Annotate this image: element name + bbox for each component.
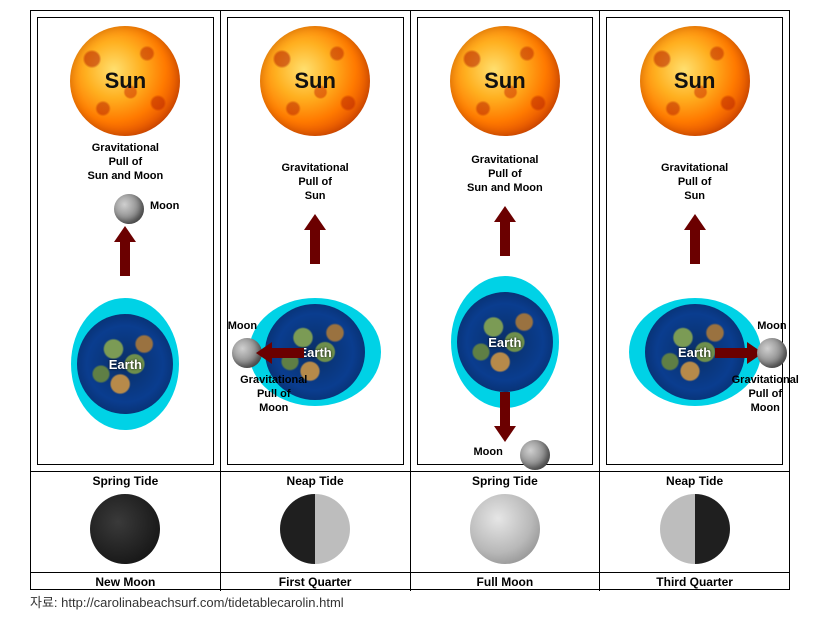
panel-inner: Sun GravitationalPull ofSun and Moon Moo… <box>37 17 214 465</box>
sun-label: Sun <box>294 68 336 94</box>
gravitational-pull-label: GravitationalPull ofSun <box>630 162 760 203</box>
moon-phase-third-quarter-icon <box>660 494 730 564</box>
moon-icon <box>757 338 787 368</box>
sun-label: Sun <box>105 68 147 94</box>
gravitational-pull-label: GravitationalPull ofSun and Moon <box>440 154 570 195</box>
sun-label: Sun <box>484 68 526 94</box>
arrow-up-icon <box>500 220 510 256</box>
moon-label: Moon <box>474 446 503 458</box>
source-prefix: 자료: <box>30 595 61 610</box>
gravitational-pull-label: GravitationalPull ofSun and Moon <box>60 142 190 183</box>
arrow-down-icon <box>500 392 510 428</box>
gravitational-pull-moon-label: GravitationalPull ofMoon <box>717 374 813 415</box>
tide-label: Spring Tide <box>31 474 220 488</box>
panel-full-moon: Sun GravitationalPull ofSun and Moon Ear… <box>411 11 601 471</box>
arrow-right-icon <box>715 348 749 358</box>
earth-label: Earth <box>109 357 142 372</box>
panel-third-quarter: Sun GravitationalPull ofSun Earth Moon G… <box>600 11 789 471</box>
sun-icon: Sun <box>70 26 180 136</box>
bottom-row: Spring Tide New Moon Neap Tide First Qua… <box>31 471 789 591</box>
panel-inner: Sun GravitationalPull ofSun Earth Moon G… <box>227 17 404 465</box>
sun-icon: Sun <box>640 26 750 136</box>
moon-phase-full-icon <box>470 494 540 564</box>
sun-icon: Sun <box>260 26 370 136</box>
moon-label: Moon <box>150 200 179 212</box>
arrow-up-icon <box>310 228 320 264</box>
phase-label: Full Moon <box>411 572 600 589</box>
sun-icon: Sun <box>450 26 560 136</box>
moon-phase-new-icon <box>90 494 160 564</box>
moon-phase-first-quarter-icon <box>280 494 350 564</box>
phase-cell-first-quarter: Neap Tide First Quarter <box>221 472 411 591</box>
phase-label: New Moon <box>31 572 220 589</box>
phase-cell-new-moon: Spring Tide New Moon <box>31 472 221 591</box>
arrow-up-icon <box>120 240 130 276</box>
moon-label: Moon <box>757 320 786 332</box>
gravitational-pull-moon-label: GravitationalPull ofMoon <box>226 374 322 415</box>
phase-label: Third Quarter <box>600 572 789 589</box>
source-url: http://carolinabeachsurf.com/tidetableca… <box>61 595 344 610</box>
panel-new-moon: Sun GravitationalPull ofSun and Moon Moo… <box>31 11 221 471</box>
phase-label: First Quarter <box>221 572 410 589</box>
gravitational-pull-label: GravitationalPull ofSun <box>250 162 380 203</box>
earth-label: Earth <box>488 335 521 350</box>
tide-diagram: Sun GravitationalPull ofSun and Moon Moo… <box>30 10 790 590</box>
sun-label: Sun <box>674 68 716 94</box>
top-row: Sun GravitationalPull ofSun and Moon Moo… <box>31 11 789 471</box>
tide-label: Neap Tide <box>600 474 789 488</box>
tide-label: Spring Tide <box>411 474 600 488</box>
arrow-left-icon <box>270 348 304 358</box>
earth-label: Earth <box>678 345 711 360</box>
earth-water-vertical: Earth <box>71 298 179 430</box>
phase-cell-third-quarter: Neap Tide Third Quarter <box>600 472 789 591</box>
phase-cell-full-moon: Spring Tide Full Moon <box>411 472 601 591</box>
panel-first-quarter: Sun GravitationalPull ofSun Earth Moon G… <box>221 11 411 471</box>
panel-inner: Sun GravitationalPull ofSun and Moon Ear… <box>417 17 594 465</box>
earth-water-vertical: Earth <box>451 276 559 408</box>
moon-label: Moon <box>228 320 257 332</box>
source-line: 자료: http://carolinabeachsurf.com/tidetab… <box>30 592 344 611</box>
arrow-up-icon <box>690 228 700 264</box>
moon-icon <box>520 440 550 470</box>
tide-label: Neap Tide <box>221 474 410 488</box>
moon-icon <box>114 194 144 224</box>
panel-inner: Sun GravitationalPull ofSun Earth Moon G… <box>606 17 783 465</box>
